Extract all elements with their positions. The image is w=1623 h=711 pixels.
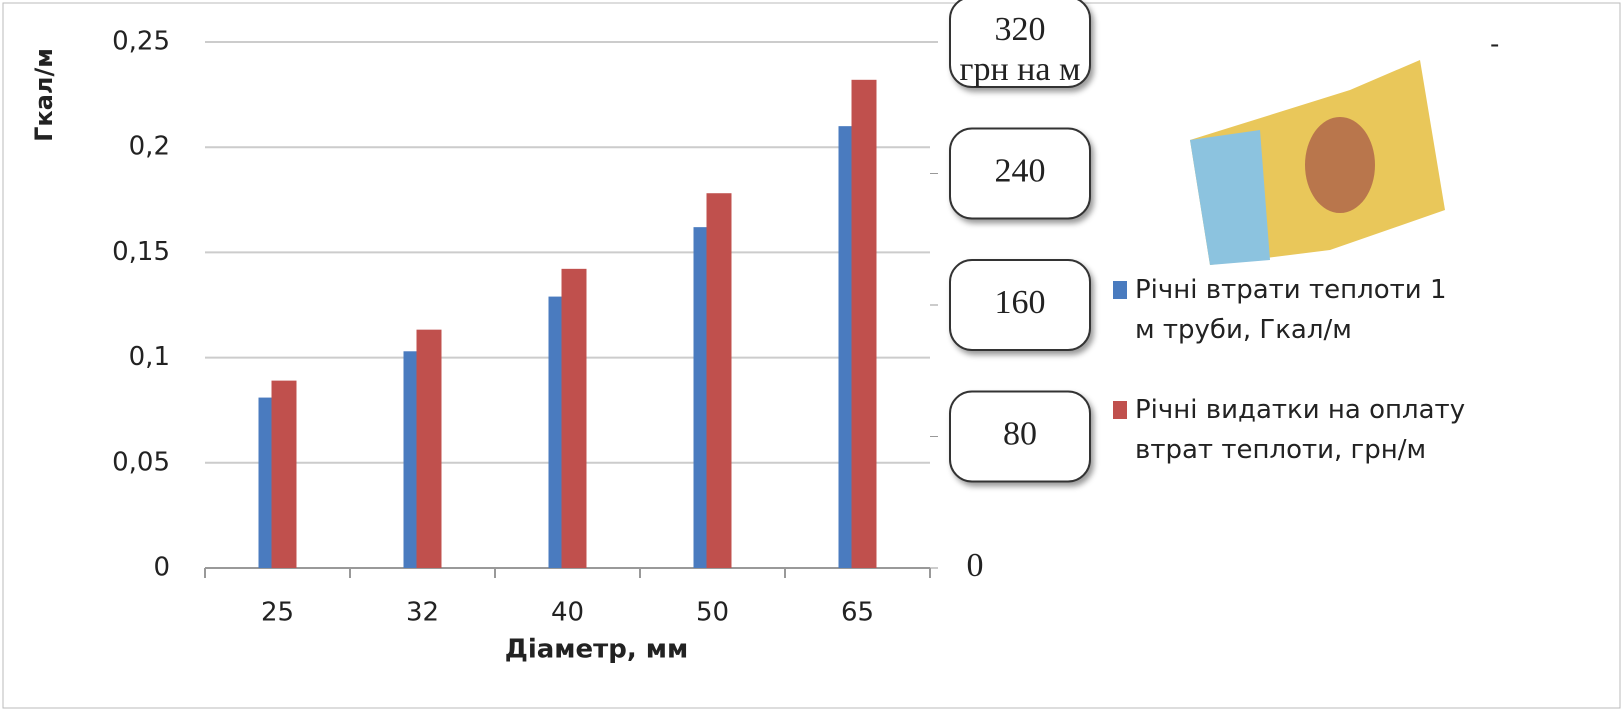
bar — [852, 80, 877, 568]
x-axis-title: Діаметр, мм — [505, 635, 689, 665]
y-tick-label: 0,05 — [112, 447, 170, 477]
y-axis-title: Гкал/м — [30, 48, 58, 142]
x-tick-label: 40 — [551, 598, 584, 628]
y-tick-label: 0 — [153, 553, 170, 583]
legend-swatch — [1113, 401, 1127, 419]
bar — [417, 330, 442, 568]
y2-axis-title: грн на м — [960, 51, 1081, 88]
x-tick-label: 25 — [261, 598, 294, 628]
y-tick-label: 0,1 — [129, 342, 170, 372]
y2-tick-label: 0 — [967, 547, 984, 584]
y2-tick-label: 240 — [995, 152, 1046, 189]
mark: - — [1490, 30, 1499, 60]
legend-swatch — [1113, 281, 1127, 299]
y2-tick-label: 160 — [995, 284, 1046, 321]
banknote — [1190, 60, 1445, 265]
bar — [272, 381, 297, 568]
bar — [562, 269, 587, 568]
bar — [707, 193, 732, 568]
x-tick-label: 65 — [841, 598, 874, 628]
y-tick-label: 0,25 — [112, 27, 170, 57]
y-tick-label: 0,15 — [112, 237, 170, 267]
x-tick-label: 50 — [696, 598, 729, 628]
chart: - 0 0,05 0,1 0,15 0,2 0,25 Гкал/м Діаметр, мм 25… — [0, 0, 1623, 711]
y2-tick-label: 320 — [995, 11, 1046, 48]
x-tick-label: 32 — [406, 598, 439, 628]
y2-tick-label: 80 — [1003, 415, 1037, 452]
y-tick-label: 0,2 — [129, 132, 170, 162]
